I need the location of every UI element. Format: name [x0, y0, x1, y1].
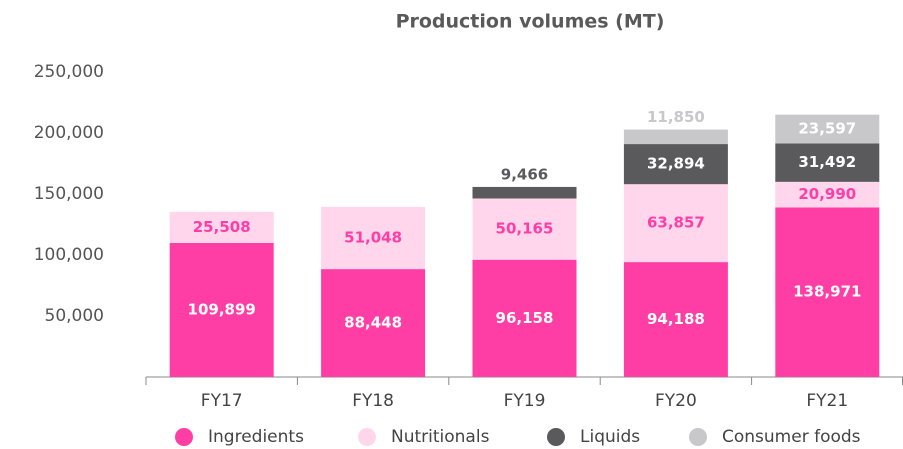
data-label: 11,850 — [647, 108, 705, 126]
data-label: 9,466 — [501, 165, 548, 183]
bar-segment — [169, 211, 274, 243]
data-label: 20,990 — [798, 185, 856, 203]
bar-segment — [623, 262, 728, 377]
data-label: 63,857 — [647, 214, 705, 232]
bar-segment — [472, 259, 577, 377]
bar-segment — [775, 181, 880, 208]
x-tick-label: FY20 — [655, 391, 697, 411]
chart-title: Production volumes (MT) — [396, 11, 665, 33]
bar-segment — [623, 144, 728, 185]
y-tick-label: 150,000 — [34, 184, 104, 204]
data-label: 94,188 — [647, 310, 705, 328]
bar-segment — [321, 206, 426, 270]
y-tick-label: 100,000 — [34, 245, 104, 265]
data-label: 138,971 — [793, 283, 861, 301]
bar-segment — [775, 207, 880, 377]
bar-segment — [775, 143, 880, 182]
legend-marker — [358, 428, 376, 446]
data-label: 50,165 — [496, 220, 554, 238]
data-label: 32,894 — [647, 155, 705, 173]
legend-marker — [547, 428, 565, 446]
legend-marker — [175, 428, 193, 446]
data-label: 51,048 — [344, 228, 402, 246]
legend-label: Ingredients — [208, 427, 304, 447]
bar-segment — [623, 129, 728, 145]
data-label: 31,492 — [798, 153, 856, 171]
bar-segment — [623, 184, 728, 263]
legend-label: Liquids — [580, 427, 640, 447]
bar-segment — [775, 114, 880, 144]
legend-label: Nutritionals — [391, 427, 490, 447]
x-tick-label: FY17 — [201, 391, 243, 411]
data-label: 23,597 — [798, 120, 856, 138]
legend-marker — [689, 428, 707, 446]
y-tick-label: 200,000 — [34, 123, 104, 143]
y-tick-label: 50,000 — [45, 306, 104, 326]
bar-segment — [321, 269, 426, 377]
x-tick-label: FY21 — [806, 391, 848, 411]
bar-segment — [169, 242, 274, 377]
bar-segment — [472, 198, 577, 260]
data-label: 25,508 — [193, 218, 251, 236]
bar-segment — [472, 186, 577, 199]
data-label: 109,899 — [188, 300, 256, 318]
y-tick-label: 250,000 — [34, 62, 104, 82]
x-tick-label: FY18 — [352, 391, 394, 411]
data-label: 88,448 — [344, 314, 402, 332]
x-tick-label: FY19 — [504, 391, 546, 411]
data-label: 96,158 — [496, 309, 554, 327]
legend-label: Consumer foods — [722, 427, 861, 447]
